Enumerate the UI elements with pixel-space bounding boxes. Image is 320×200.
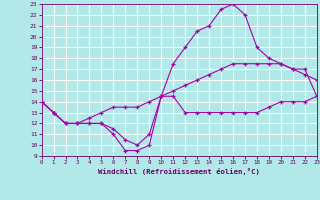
- X-axis label: Windchill (Refroidissement éolien,°C): Windchill (Refroidissement éolien,°C): [98, 168, 260, 175]
